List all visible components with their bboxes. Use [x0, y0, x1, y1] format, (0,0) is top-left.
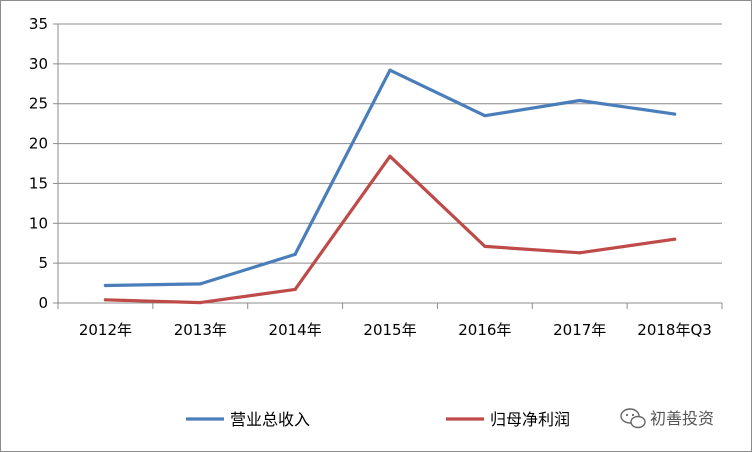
- y-tick-label: 30: [29, 55, 48, 73]
- legend-label: 营业总收入: [230, 410, 310, 429]
- legend: 营业总收入 归母净利润: [186, 410, 570, 429]
- data-point: [293, 252, 297, 256]
- y-tick-label: 35: [29, 15, 48, 33]
- data-point: [578, 251, 582, 255]
- data-point: [103, 283, 108, 288]
- data-point: [198, 301, 202, 305]
- y-tick-label: 20: [29, 135, 48, 153]
- data-point: [672, 237, 677, 241]
- x-tick-label: 2012年: [79, 321, 132, 339]
- x-tick-label: 2016年: [458, 321, 511, 339]
- x-tick-label: 2018年Q3: [637, 321, 712, 339]
- data-point: [388, 154, 392, 158]
- legend-label: 归母净利润: [490, 410, 570, 429]
- data-point: [578, 98, 582, 103]
- data-point: [483, 114, 487, 118]
- wechat-icon: [620, 408, 646, 429]
- y-tick-label: 25: [29, 95, 48, 113]
- y-tick-label: 15: [29, 174, 48, 192]
- data-point: [198, 282, 202, 286]
- x-tick-label: 2017年: [553, 321, 606, 339]
- data-point: [293, 287, 297, 292]
- x-tick-label: 2013年: [174, 321, 227, 339]
- data-point: [103, 298, 108, 302]
- watermark: 初善投资: [620, 408, 714, 429]
- y-tick-label: 5: [38, 254, 48, 272]
- series-group: [103, 68, 677, 305]
- x-tick-label: 2014年: [269, 321, 322, 339]
- x-tick-label: 2015年: [363, 321, 416, 339]
- data-point: [483, 244, 487, 249]
- x-axis-ticks: 2012年 2013年 2014年 2015年 2016年 2017年 2018年Q3: [57, 303, 723, 339]
- watermark-text: 初善投资: [650, 409, 714, 428]
- y-axis-ticks: 0 5 10 15 20 25 30 35: [29, 15, 58, 312]
- y-tick-label: 10: [29, 214, 48, 232]
- y-tick-label: 0: [38, 294, 48, 312]
- data-point: [388, 68, 392, 72]
- gridlines: [58, 23, 722, 264]
- data-point: [672, 112, 677, 116]
